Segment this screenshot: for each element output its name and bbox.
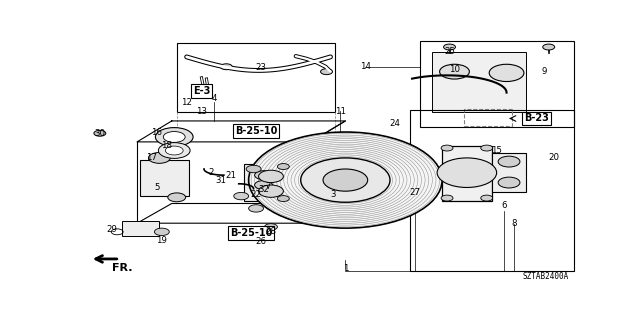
Circle shape	[441, 195, 453, 201]
Text: 20: 20	[548, 153, 559, 163]
Circle shape	[321, 69, 332, 75]
Circle shape	[255, 171, 273, 180]
Text: 25: 25	[444, 47, 455, 56]
Text: 29: 29	[107, 225, 118, 234]
Text: 23: 23	[255, 63, 266, 72]
Circle shape	[154, 228, 169, 236]
Text: 13: 13	[196, 107, 207, 116]
Circle shape	[94, 130, 106, 136]
Circle shape	[498, 177, 520, 188]
Text: FR.: FR.	[112, 263, 132, 273]
Text: 11: 11	[335, 107, 346, 116]
Text: 21: 21	[226, 171, 237, 180]
Text: 8: 8	[511, 219, 516, 228]
Text: 19: 19	[156, 236, 167, 245]
Text: 27: 27	[410, 188, 420, 197]
Bar	[420, 41, 573, 127]
Text: 12: 12	[181, 98, 192, 107]
Circle shape	[481, 195, 493, 201]
Bar	[244, 164, 288, 201]
Text: 26: 26	[255, 237, 266, 246]
Bar	[492, 153, 527, 192]
Circle shape	[255, 180, 273, 189]
Text: 4: 4	[211, 94, 217, 103]
Text: B-25-10: B-25-10	[235, 126, 277, 136]
Circle shape	[264, 224, 277, 230]
Text: 32: 32	[258, 185, 269, 195]
Bar	[442, 146, 492, 201]
Circle shape	[165, 146, 183, 155]
Bar	[410, 110, 573, 271]
Text: 28: 28	[266, 227, 276, 236]
Circle shape	[489, 64, 524, 82]
Circle shape	[444, 44, 456, 50]
Circle shape	[441, 145, 453, 151]
Circle shape	[249, 132, 442, 228]
Circle shape	[437, 158, 497, 188]
Circle shape	[277, 196, 289, 202]
Bar	[465, 108, 511, 126]
Circle shape	[481, 145, 493, 151]
Text: 30: 30	[94, 129, 106, 138]
Text: E-3: E-3	[193, 86, 210, 96]
Text: 10: 10	[449, 65, 460, 74]
Text: B-25-10: B-25-10	[230, 228, 272, 238]
Text: 15: 15	[491, 146, 502, 155]
Circle shape	[248, 205, 264, 212]
Circle shape	[148, 153, 170, 163]
Text: 9: 9	[541, 67, 547, 76]
Text: 31: 31	[216, 176, 227, 185]
Text: 1: 1	[342, 264, 348, 273]
Circle shape	[323, 169, 367, 191]
Circle shape	[234, 192, 249, 200]
Circle shape	[498, 156, 520, 167]
Text: SZTAB2400A: SZTAB2400A	[522, 272, 568, 281]
Circle shape	[259, 170, 284, 182]
Circle shape	[158, 143, 190, 158]
Circle shape	[277, 164, 289, 170]
Text: 2: 2	[209, 168, 214, 177]
Circle shape	[259, 185, 284, 197]
Circle shape	[440, 64, 469, 79]
Text: 18: 18	[161, 141, 172, 150]
Circle shape	[301, 158, 390, 202]
Circle shape	[156, 128, 193, 146]
Bar	[122, 221, 159, 236]
Text: 5: 5	[154, 183, 159, 192]
Circle shape	[220, 64, 232, 70]
Text: 14: 14	[360, 62, 371, 71]
Circle shape	[543, 44, 555, 50]
Text: B-23: B-23	[524, 114, 548, 124]
Circle shape	[246, 165, 261, 173]
Bar	[140, 160, 189, 196]
Circle shape	[163, 132, 185, 142]
Text: 6: 6	[501, 202, 507, 211]
Text: 3: 3	[330, 190, 336, 199]
Text: 16: 16	[152, 128, 163, 137]
Bar	[177, 43, 335, 112]
Text: 7: 7	[266, 182, 271, 191]
Text: 24: 24	[390, 119, 401, 128]
Text: 17: 17	[147, 153, 157, 163]
Text: 22: 22	[251, 190, 262, 199]
Circle shape	[168, 193, 186, 202]
Bar	[432, 52, 526, 112]
